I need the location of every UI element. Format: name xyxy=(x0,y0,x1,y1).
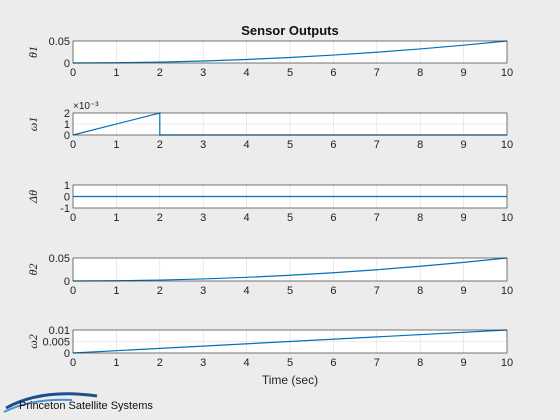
axes-5-xtick-label: 7 xyxy=(374,357,380,369)
axes-4-xtick-label: 1 xyxy=(113,285,119,297)
axes-3-xtick-label: 5 xyxy=(287,212,293,224)
axes-2-xtick-label: 5 xyxy=(287,139,293,151)
axes-2-box xyxy=(72,112,508,136)
axes-4-xtick-label: 10 xyxy=(501,285,513,297)
axes-2-xtick-label: 0 xyxy=(70,139,76,151)
axes-2-xtick-label: 7 xyxy=(374,139,380,151)
axes-4-xtick-label: 7 xyxy=(374,285,380,297)
axes-3-xtick-label: 4 xyxy=(244,212,250,224)
axes-1-xtick-label: 6 xyxy=(330,67,336,79)
axes-3-xtick-label: 6 xyxy=(330,212,336,224)
axes-4-xtick-label: 3 xyxy=(200,285,206,297)
axes-2-ytick-label: 0 xyxy=(64,130,70,142)
axes-1-box xyxy=(72,40,508,64)
axes-5-xtick-label: 8 xyxy=(417,357,423,369)
axes-2-ylabel: ω1 xyxy=(26,117,40,131)
axes-5-xtick-label: 3 xyxy=(200,357,206,369)
axes-1-xtick-label: 7 xyxy=(374,67,380,79)
axes-4-xtick-label: 2 xyxy=(157,285,163,297)
axes-1-xtick-label: 0 xyxy=(70,67,76,79)
axes-1-xtick-label: 8 xyxy=(417,67,423,79)
axes-1-xtick-label: 2 xyxy=(157,67,163,79)
axes-2-xtick-label: 8 xyxy=(417,139,423,151)
axes-4-box xyxy=(72,257,508,282)
axes-3-xtick-label: 2 xyxy=(157,212,163,224)
axes-1-xtick-label: 3 xyxy=(200,67,206,79)
axes-1-ylabel: θ1 xyxy=(26,46,40,58)
axes-3-ytick-label: -1 xyxy=(60,203,70,215)
axes-3-xtick-label: 10 xyxy=(501,212,513,224)
x-axis-label: Time (sec) xyxy=(262,373,318,387)
axes-5-xtick-label: 5 xyxy=(287,357,293,369)
axes-1-ytick-label: 0.05 xyxy=(49,36,70,48)
axes-1-xtick-label: 9 xyxy=(461,67,467,79)
axes-3-ytick-label: 1 xyxy=(64,180,70,192)
axes-3-xtick-label: 1 xyxy=(113,212,119,224)
axes-2-y-exponent: ×10⁻³ xyxy=(73,101,99,112)
axes-2-xtick-label: 10 xyxy=(501,139,513,151)
axes-5-ytick-label: 0 xyxy=(64,348,70,360)
axes-4-xtick-label: 0 xyxy=(70,285,76,297)
axes-1-series-line xyxy=(72,40,508,64)
axes-5-box xyxy=(72,329,508,354)
axes-2-xtick-label: 6 xyxy=(330,139,336,151)
axes-5-xtick-label: 0 xyxy=(70,357,76,369)
axes-3-xtick-label: 3 xyxy=(200,212,206,224)
axes-5-ytick-label: 0.01 xyxy=(49,325,70,337)
axes-4-xtick-label: 4 xyxy=(244,285,250,297)
axes-3-ytick-label: 0 xyxy=(64,192,70,204)
axes-5-series-line xyxy=(72,329,508,354)
axes-5-xtick-label: 6 xyxy=(330,357,336,369)
axes-5-xtick-label: 9 xyxy=(461,357,467,369)
axes-5-xtick-label: 2 xyxy=(157,357,163,369)
axes-4-xtick-label: 9 xyxy=(461,285,467,297)
axes-3-xtick-label: 9 xyxy=(461,212,467,224)
axes-2-xtick-label: 1 xyxy=(113,139,119,151)
axes-5-ylabel: ω2 xyxy=(26,334,40,348)
axes-2-xtick-label: 4 xyxy=(244,139,250,151)
logo-text: Princeton Satellite Systems xyxy=(19,400,153,412)
axes-4-ytick-label: 0.05 xyxy=(49,253,70,265)
axes-3-xtick-label: 0 xyxy=(70,212,76,224)
axes-2-xtick-label: 3 xyxy=(200,139,206,151)
axes-4-series-line xyxy=(72,257,508,282)
axes-4-xtick-label: 5 xyxy=(287,285,293,297)
axes-5-ytick-label: 0.005 xyxy=(42,337,70,349)
axes-4-xtick-label: 8 xyxy=(417,285,423,297)
axes-3-box xyxy=(72,184,508,209)
axes-1-ytick-label: 0 xyxy=(64,58,70,70)
pss-logo-icon xyxy=(3,392,98,413)
axes-3-xtick-label: 8 xyxy=(417,212,423,224)
axes-1-xtick-label: 1 xyxy=(113,67,119,79)
axes-1-xtick-label: 4 xyxy=(244,67,250,79)
figure-title: Sensor Outputs xyxy=(241,23,339,38)
axes-4-xtick-label: 6 xyxy=(330,285,336,297)
axes-1-xtick-label: 10 xyxy=(501,67,513,79)
axes-2-ytick-label: 1 xyxy=(64,119,70,131)
axes-2-xtick-label: 2 xyxy=(157,139,163,151)
axes-5-xtick-label: 10 xyxy=(501,357,513,369)
axes-5-xtick-label: 4 xyxy=(244,357,250,369)
axes-4-ylabel: θ2 xyxy=(26,264,40,276)
axes-4-ytick-label: 0 xyxy=(64,276,70,288)
axes-2-xtick-label: 9 xyxy=(461,139,467,151)
axes-3-ylabel: Δθ xyxy=(26,190,40,204)
axes-1-xtick-label: 5 xyxy=(287,67,293,79)
axes-5-xtick-label: 1 xyxy=(113,357,119,369)
axes-3-xtick-label: 7 xyxy=(374,212,380,224)
axes-2-ytick-label: 2 xyxy=(64,108,70,120)
